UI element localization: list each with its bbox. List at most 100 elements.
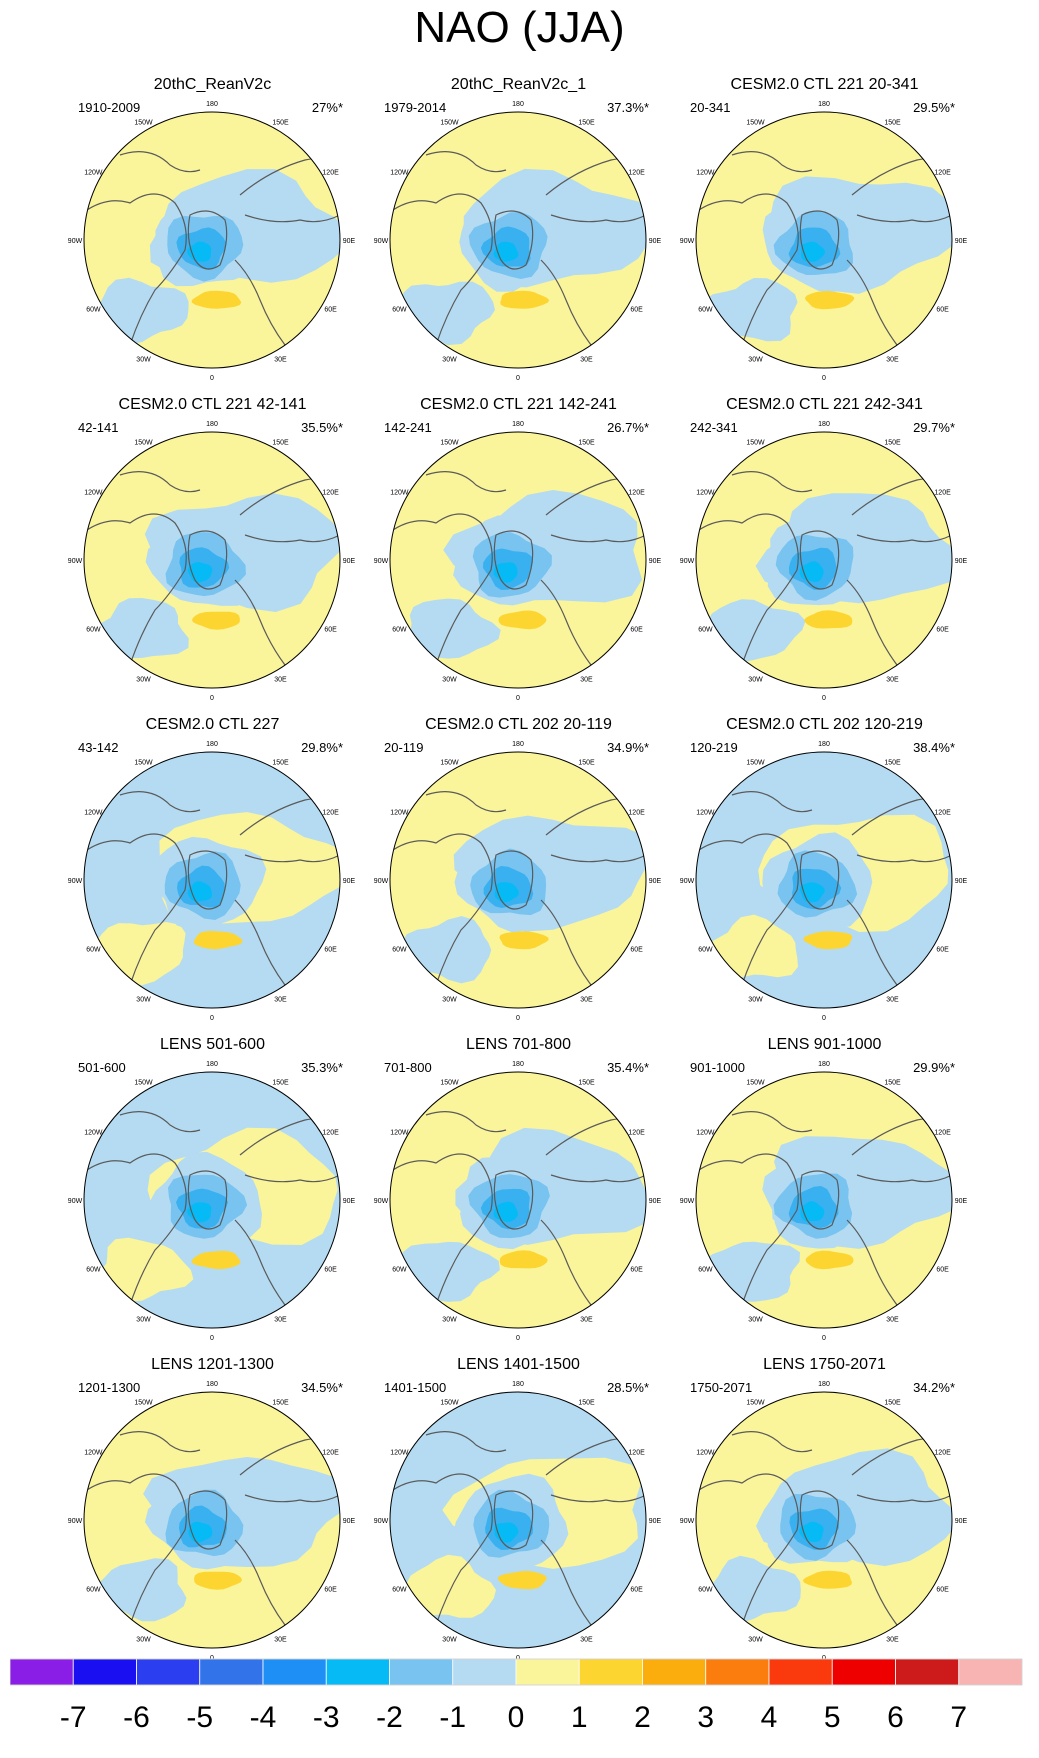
coastline — [799, 850, 840, 910]
colorbar-tick-label: -4 — [249, 1701, 277, 1734]
longitude-label: 150W — [134, 119, 153, 126]
coastline — [550, 854, 646, 863]
coastline — [799, 530, 840, 590]
longitude-label: 120E — [934, 170, 951, 177]
longitude-label: 120W — [696, 170, 715, 177]
colorbar-frame — [10, 1658, 1023, 1686]
anomaly-region — [705, 914, 798, 978]
colorbar-segment — [262, 1658, 327, 1686]
coastline — [550, 1174, 646, 1183]
longitude-label: 0 — [210, 695, 214, 700]
longitude-label: 150E — [578, 1079, 595, 1086]
longitude-label: 150E — [884, 1079, 901, 1086]
colorbar-segment — [578, 1658, 643, 1686]
longitude-label: 120W — [390, 1450, 409, 1457]
longitude-label: 120W — [390, 1130, 409, 1137]
colorbar-tick-label: 0 — [507, 1701, 525, 1734]
longitude-label: 60E — [936, 1587, 949, 1594]
longitude-label: 90W — [374, 1518, 389, 1525]
longitude-label: 150W — [134, 439, 153, 446]
longitude-label: 150E — [884, 1399, 901, 1406]
longitude-label: 60E — [324, 947, 337, 954]
positive-anomaly — [194, 1571, 243, 1590]
longitude-label: 60W — [392, 1587, 407, 1594]
longitude-label: 0 — [516, 375, 520, 380]
panel-variance-percent: 34.9%* — [607, 740, 649, 755]
coastline — [856, 1174, 952, 1183]
coastline — [390, 193, 493, 346]
coastline — [731, 791, 813, 813]
panel-variance-percent: 34.2%* — [913, 1380, 955, 1395]
longitude-label: 150W — [134, 759, 153, 766]
panel-period: 20-119 — [384, 740, 424, 755]
coastline — [696, 833, 799, 986]
polar-map: 180 150E 120E 90E 60E 30E 0 30W 60W 90W 120W 150W — [374, 1061, 662, 1340]
longitude-label: 0 — [210, 1015, 214, 1020]
longitude-label: 30E — [886, 1637, 899, 1644]
polar-map: 180 150E 120E 90E 60E 30E 0 30W 60W 90W 120W 150W — [374, 421, 662, 700]
longitude-label: 60W — [392, 947, 407, 954]
longitude-label: 120E — [322, 170, 339, 177]
panel-period: 142-241 — [384, 420, 432, 435]
coastline — [187, 1170, 228, 1230]
longitude-label: 30W — [136, 677, 151, 684]
map-boundary — [389, 751, 647, 1009]
polar-map: 180 150E 120E 90E 60E 30E 0 30W 60W 90W 120W 150W — [680, 741, 968, 1020]
longitude-label: 30E — [580, 997, 593, 1004]
positive-anomaly — [498, 610, 547, 630]
longitude-label: 90W — [68, 558, 83, 565]
panel-variance-percent: 35.5%* — [301, 420, 343, 435]
panel-title: 20thC_ReanV2c — [153, 76, 272, 93]
longitude-label: 60E — [936, 947, 949, 954]
longitude-label: 30E — [886, 677, 899, 684]
longitude-label: 150W — [134, 1079, 153, 1086]
longitude-label: 0 — [822, 1335, 826, 1340]
panel-period: 701-800 — [384, 1060, 432, 1075]
longitude-label: 60W — [392, 307, 407, 314]
longitude-label: 90E — [649, 1198, 662, 1205]
longitude-label: 30W — [442, 677, 457, 684]
map-panel: 20thC_ReanV2c_1 180 150E 120E 90E 60E 30E 0 30W 6… — [366, 75, 671, 380]
map-boundary — [389, 1071, 647, 1329]
coastline — [696, 1473, 799, 1626]
longitude-label: 120W — [390, 490, 409, 497]
longitude-label: 150E — [578, 439, 595, 446]
figure-title: NAO (JJA) — [414, 3, 625, 52]
polar-map: 180 150E 120E 90E 60E 30E 0 30W 60W 90W 120W 150W — [680, 421, 968, 700]
coastline — [119, 1431, 201, 1453]
longitude-label: 150E — [272, 1399, 289, 1406]
panel-variance-percent: 37.3%* — [607, 100, 649, 115]
panel-variance-percent: 29.9%* — [913, 1060, 955, 1075]
coastline — [799, 1170, 840, 1230]
longitude-label: 90E — [955, 558, 968, 565]
panel-period: 901-1000 — [690, 1060, 745, 1075]
longitude-label: 0 — [822, 695, 826, 700]
anomaly-region — [402, 1241, 500, 1302]
longitude-label: 120W — [696, 1450, 715, 1457]
longitude-label: 90W — [374, 238, 389, 245]
longitude-label: 150W — [440, 1079, 459, 1086]
colorbar-tick-label: -7 — [59, 1701, 87, 1734]
longitude-label: 90W — [68, 238, 83, 245]
longitude-label: 90E — [343, 1198, 356, 1205]
positive-anomaly — [802, 1570, 852, 1589]
longitude-label: 120W — [390, 810, 409, 817]
longitude-label: 90E — [343, 238, 356, 245]
longitude-label: 60E — [324, 1587, 337, 1594]
longitude-label: 90E — [649, 558, 662, 565]
colorbar-segment — [705, 1658, 770, 1686]
coastlines — [390, 471, 646, 681]
longitude-label: 150E — [272, 439, 289, 446]
longitude-label: 180 — [206, 1381, 218, 1388]
coastlines — [84, 1111, 340, 1321]
anomaly-region — [707, 599, 806, 663]
coastline — [84, 1473, 187, 1626]
longitude-label: 90E — [649, 1518, 662, 1525]
panel-period: 20-341 — [690, 100, 731, 115]
longitude-label: 60E — [630, 1587, 643, 1594]
coastline — [119, 151, 201, 173]
longitude-label: 60E — [630, 307, 643, 314]
panel-title: LENS 1401-1500 — [457, 1356, 580, 1373]
colorbar-tick-label: 6 — [887, 1701, 904, 1734]
longitude-label: 120E — [628, 490, 645, 497]
